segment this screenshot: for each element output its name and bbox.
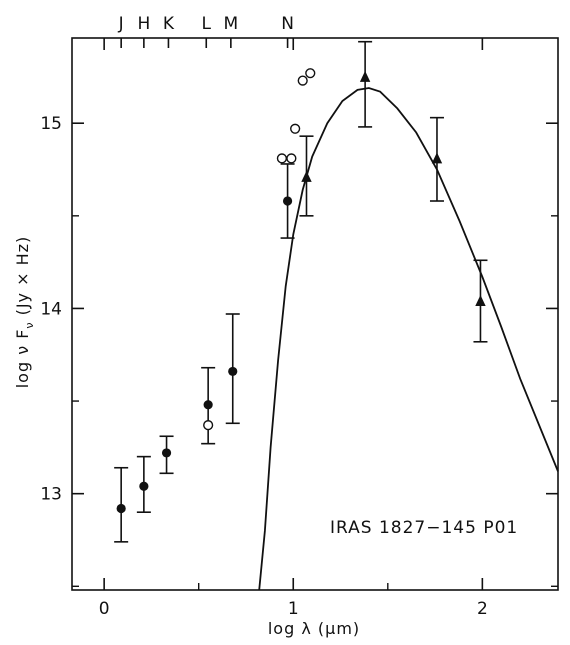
data-point-triangle (475, 295, 486, 307)
data-point-open-circle (203, 420, 214, 431)
y-axis-title-main: log ν F (13, 329, 32, 389)
data-point-open-circle (290, 123, 301, 134)
band-label: J (118, 14, 124, 34)
data-point-open-circle (297, 75, 308, 86)
y-tick-label: 13 (40, 485, 62, 505)
data-point-triangle (359, 70, 371, 82)
y-axis-title-group: log ν Fν (Jy × Hz) (13, 236, 36, 389)
data-point-triangle (301, 170, 312, 182)
data-point-filled-circle (203, 400, 213, 410)
data-point-open-circle (305, 68, 316, 79)
data-points (114, 40, 488, 543)
data-point-open-circle (276, 153, 288, 164)
object-annotation: IRAS 1827−145 P01 (330, 518, 518, 538)
x-axis-title: log λ (μm) (268, 619, 360, 638)
model-curve (258, 87, 559, 591)
data-point-filled-circle (228, 366, 238, 377)
plot-frame (71, 37, 559, 591)
x-tick-label: 1 (288, 599, 299, 619)
y-axis-title: log ν Fν (Jy × Hz) (13, 236, 36, 389)
data-point-filled-circle (116, 503, 126, 514)
band-label: K (163, 14, 175, 34)
y-tick-label: 15 (40, 114, 62, 134)
band-label: H (137, 14, 150, 34)
data-point-filled-circle (139, 481, 149, 491)
band-label: M (224, 14, 239, 34)
data-point-open-circle (286, 153, 297, 164)
x-tick-label: 0 (99, 599, 110, 619)
data-point-filled-circle (161, 448, 172, 458)
band-label: L (202, 14, 212, 34)
band-label: N (281, 14, 294, 34)
y-axis-title-subscript: ν (23, 321, 36, 328)
data-point-filled-circle (282, 196, 293, 206)
x-tick-label: 2 (477, 599, 488, 619)
y-tick-label: 14 (40, 299, 62, 319)
y-axis-title-units: (Jy × Hz) (13, 236, 32, 316)
data-point-triangle (431, 152, 443, 164)
